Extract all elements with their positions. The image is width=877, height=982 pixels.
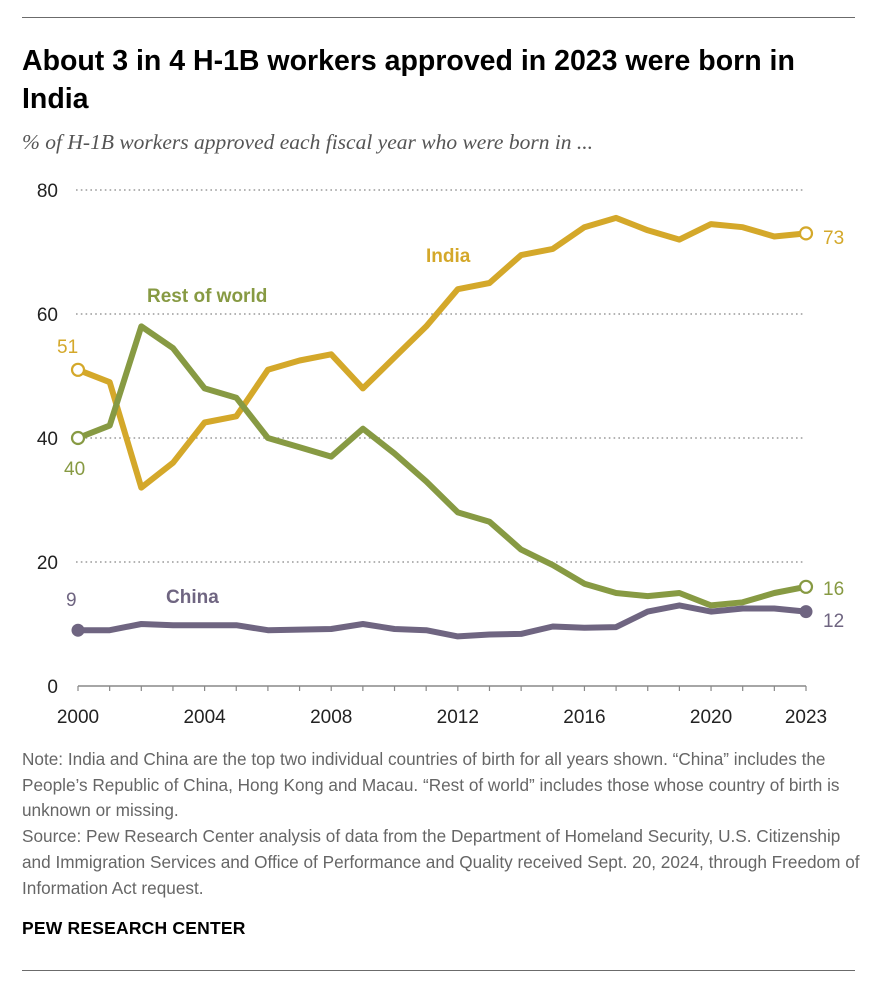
rest-of-world-series-label: Rest of world [147, 286, 267, 307]
series-labels: India Rest of world China 51 40 9 73 16 12 [57, 228, 844, 632]
india-marker-2000 [70, 362, 86, 377]
line-chart: 0 20 40 60 80 2000 2004 2008 2012 2016 2020 2023 I… [37, 181, 844, 728]
india-start-label: 51 [57, 337, 78, 358]
notes-block: Note: India and China are the top two in… [22, 747, 862, 901]
x-tick-label-2023: 2023 [785, 707, 827, 728]
y-axis-ticks: 0 20 40 60 80 [37, 181, 58, 698]
x-tick-label-2008: 2008 [310, 707, 352, 728]
x-tick-label-2016: 2016 [563, 707, 605, 728]
x-tick-label-2000: 2000 [57, 707, 99, 728]
china-marker-2023 [799, 605, 813, 619]
x-tick-label-2020: 2020 [690, 707, 732, 728]
x-axis: 2000 2004 2008 2012 2016 2020 2023 [57, 685, 827, 728]
china-start-label: 9 [66, 590, 77, 611]
india-line [76, 214, 807, 491]
china-line [78, 602, 807, 640]
chart-subtitle: % of H-1B workers approved each fiscal y… [22, 130, 594, 154]
rest-of-world-start-label: 40 [64, 459, 85, 480]
india-end-label: 73 [823, 228, 844, 249]
rest-of-world-marker-2023 [798, 579, 814, 594]
y-tick-label-60: 60 [37, 305, 58, 326]
india-series-label: India [426, 246, 471, 267]
rest-of-world-line [76, 323, 807, 609]
pew-logo: PEW RESEARCH CENTER [22, 918, 246, 938]
china-end-label: 12 [823, 611, 844, 632]
y-tick-label-80: 80 [37, 181, 58, 202]
china-marker-2000 [71, 623, 85, 637]
bottom-rule [22, 970, 855, 971]
x-tick-label-2004: 2004 [183, 707, 226, 728]
y-tick-label-20: 20 [37, 553, 58, 574]
china-series-label: China [166, 587, 219, 608]
note-text: Note: India and China are the top two in… [22, 749, 840, 821]
chart-title: About 3 in 4 H-1B workers approved in 20… [22, 45, 795, 115]
source-text: Source: Pew Research Center analysis of … [22, 826, 860, 898]
gridlines [76, 189, 804, 563]
india-marker-2023 [798, 226, 814, 241]
rest-of-world-marker-2000 [70, 430, 86, 446]
rest-of-world-end-label: 16 [823, 579, 844, 600]
y-tick-label-0: 0 [47, 677, 58, 698]
series-lines [70, 214, 814, 640]
y-tick-label-40: 40 [37, 429, 58, 450]
top-rule [22, 17, 855, 18]
x-tick-label-2012: 2012 [437, 707, 479, 728]
